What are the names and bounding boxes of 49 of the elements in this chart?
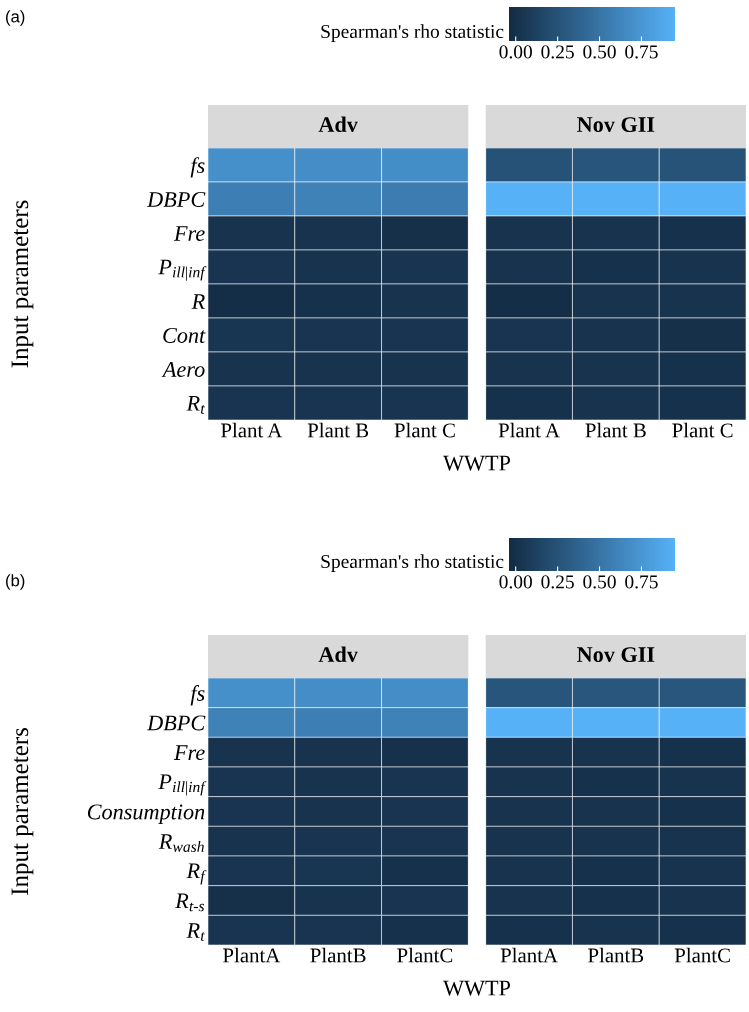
y-tick-label: R$_{t-s}$	[175, 893, 205, 912]
y-axis-title: Input parameters	[11, 200, 34, 368]
y-tick-label: R$_{t}$	[186, 396, 205, 414]
y-tick-label: R$_{t}$	[186, 923, 205, 941]
y-tick-label: Aero	[161, 362, 205, 377]
color-bar-label: 0.25	[541, 575, 574, 589]
text: Adv	[318, 116, 358, 133]
y-axis-title: Input parameters	[11, 728, 34, 895]
color-bar-title: Spearman's rho statistic	[321, 554, 504, 572]
x-tick-label: Plant B	[585, 422, 646, 438]
y-tick-label: R$_{wash}$	[158, 834, 204, 852]
y-tick-label: DBPC	[146, 191, 206, 207]
y-tick-label: fs	[190, 157, 205, 178]
x-tick-label: PlantA	[500, 947, 558, 963]
color-bar-label: 0.75	[625, 575, 658, 589]
x-tick-label: Plant B	[307, 422, 369, 438]
text: (b)	[6, 574, 25, 590]
color-bar-label: 0.00	[499, 575, 532, 589]
y-tick-label: R	[191, 294, 205, 309]
color-bar-label: 0.50	[583, 45, 616, 59]
text: Nov GII	[577, 647, 655, 663]
x-tick-label: PlantC	[674, 947, 730, 963]
color-bar-label: 0.25	[541, 45, 574, 59]
x-tick-label: Plant C	[394, 422, 455, 438]
x-tick-label: Plant A	[498, 422, 560, 438]
y-tick-label: Fre	[173, 226, 205, 241]
x-axis-title: WWTP	[443, 980, 511, 996]
y-tick-label: R$_{f}$	[186, 863, 207, 885]
x-tick-label: PlantB	[310, 947, 366, 963]
x-tick-label: PlantA	[223, 947, 281, 963]
y-tick-label: Fre	[173, 745, 205, 761]
x-tick-label: PlantB	[588, 947, 644, 963]
color-bar-title: Spearman's rho statistic	[321, 24, 504, 42]
x-tick-label: Plant C	[672, 422, 733, 438]
y-tick-label: Consumption	[87, 804, 205, 824]
x-tick-label: PlantC	[397, 947, 453, 963]
text: Adv	[318, 646, 358, 663]
color-bar-label: 0.50	[583, 575, 616, 589]
y-tick-label: DBPC	[146, 715, 206, 731]
x-axis-title: WWTP	[443, 455, 511, 471]
text: (a)	[6, 10, 25, 26]
y-tick-label: P$_{ill|inf}$	[158, 774, 207, 796]
color-bar-label: 0.00	[499, 45, 532, 59]
x-tick-label: Plant A	[221, 422, 283, 438]
y-tick-label: fs	[190, 685, 205, 706]
y-tick-label: Cont	[163, 327, 206, 343]
color-bar-label: 0.75	[625, 45, 658, 59]
text: Nov GII	[577, 117, 655, 133]
y-tick-label: P$_{ill|inf}$	[158, 259, 207, 281]
